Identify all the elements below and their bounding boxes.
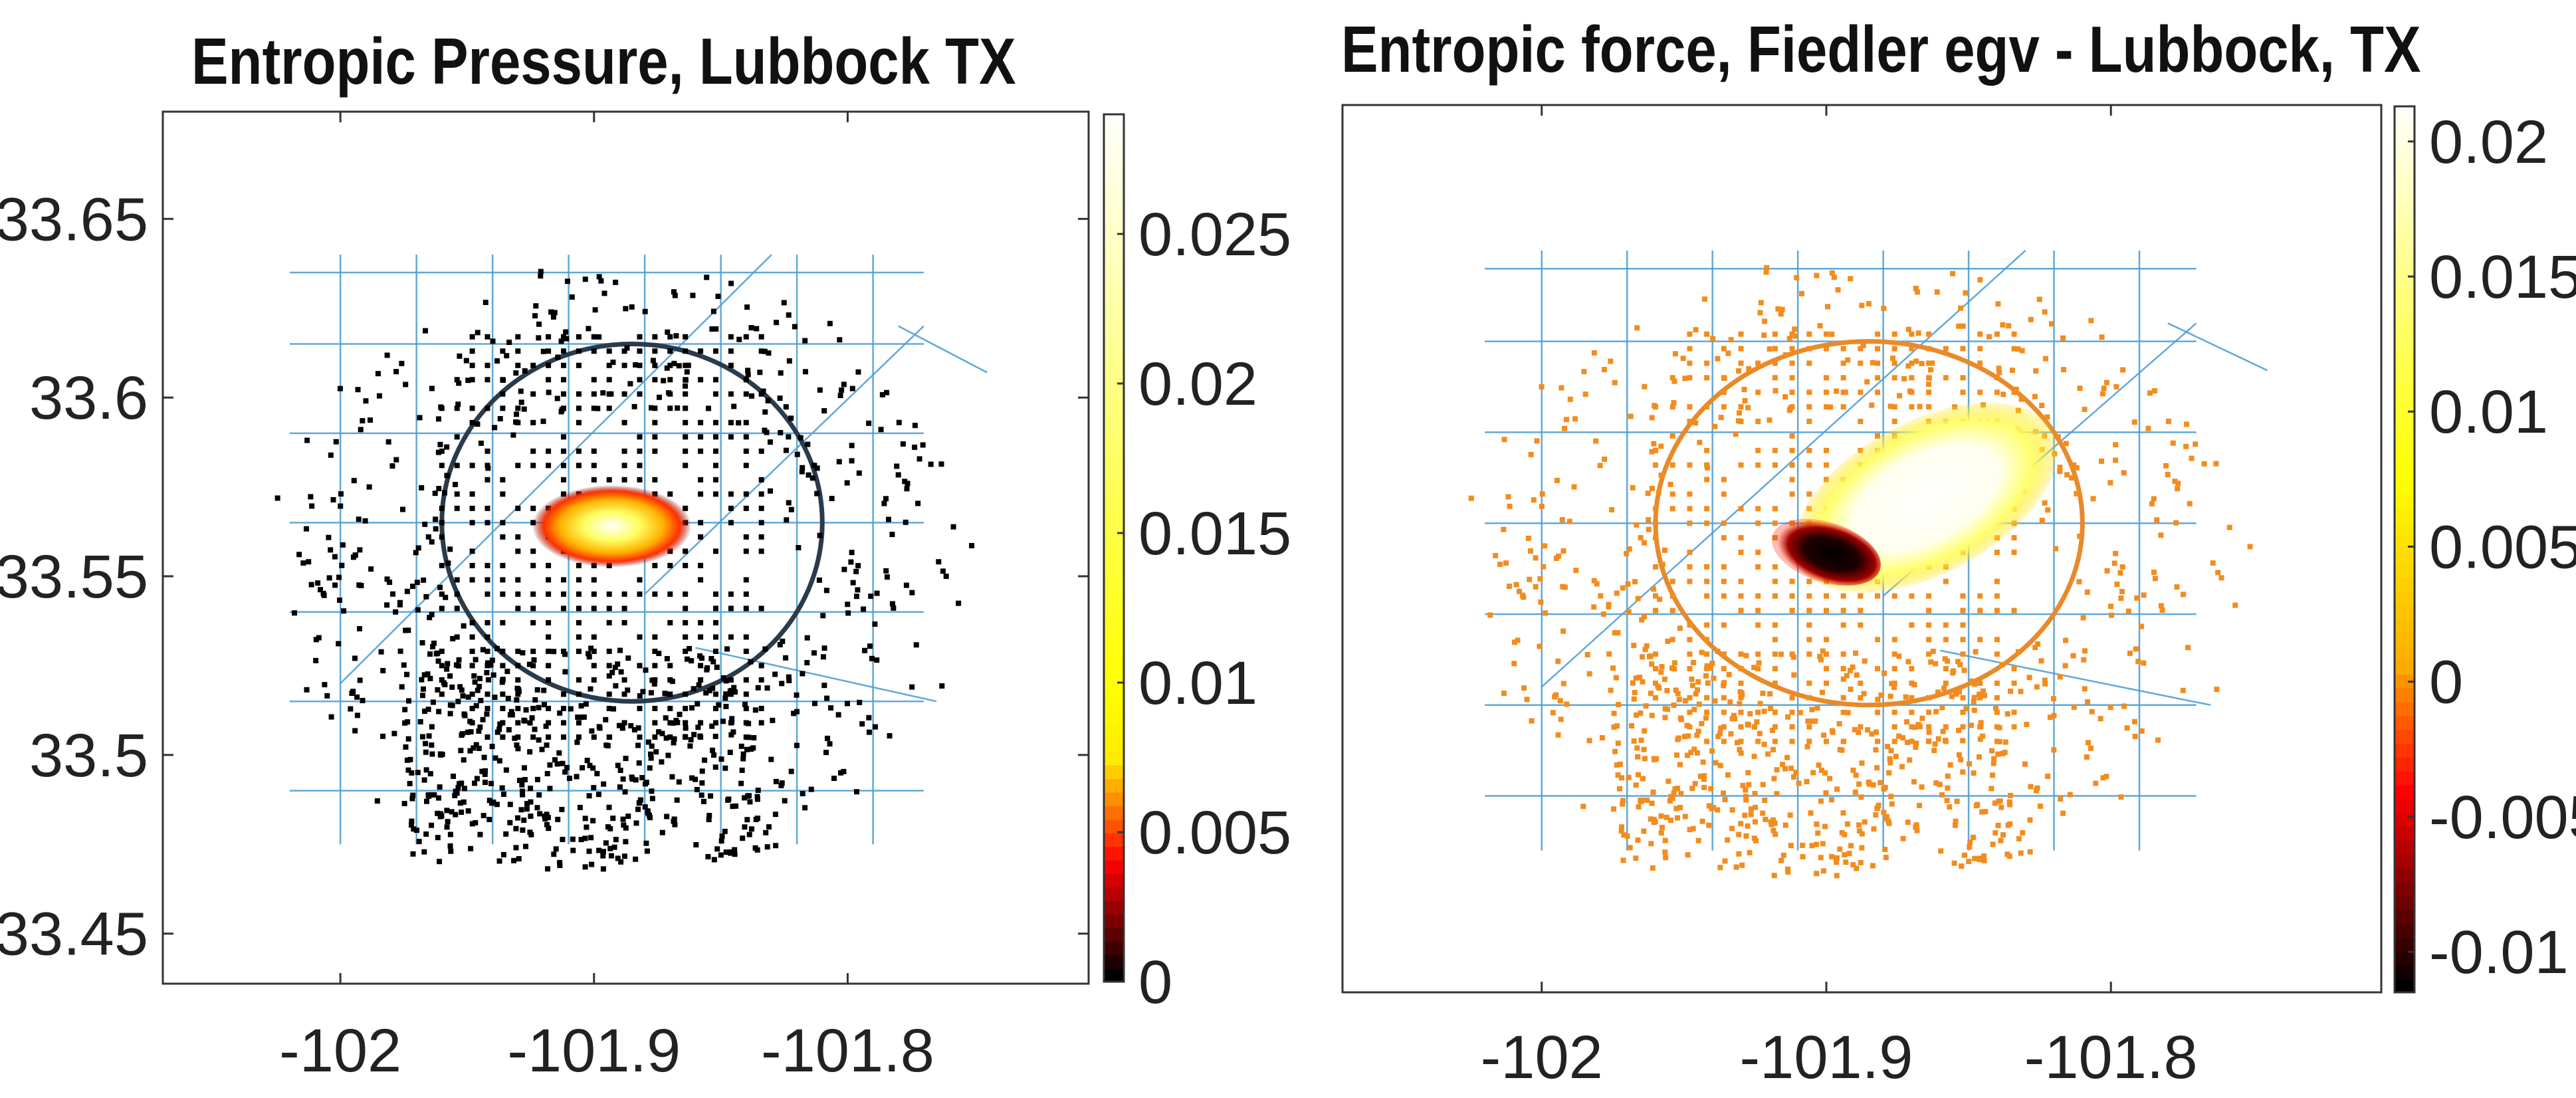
colorbar-tick-label: -0.01 — [2429, 919, 2569, 986]
colorbar-tick-label: 0.025 — [1138, 201, 1291, 269]
y-tick-label: 33.5 — [29, 722, 148, 790]
colorbar-tick-label: 0.02 — [2429, 108, 2548, 176]
y-tick-label: 33.55 — [0, 543, 148, 611]
colorbar-tick-label: 0.005 — [2429, 513, 2576, 581]
colorbar-tick-label: 0.005 — [1138, 799, 1291, 867]
colorbar-tick-label: 0 — [2429, 649, 2463, 716]
left-road-network — [274, 254, 988, 872]
colorbar-tick-label: 0.02 — [1138, 350, 1257, 418]
x-tick-label: -102 — [1481, 1024, 1603, 1091]
right-colorbar: -0.01 -0.005 0 0.005 0.01 0.015 0.02 — [2393, 105, 2576, 994]
pressure-hotspot — [532, 485, 692, 568]
colorbar-tick-label: -0.005 — [2429, 784, 2576, 851]
x-tick-label: -102 — [279, 1017, 401, 1085]
colorbar-tick-label: 0 — [1138, 948, 1172, 1016]
negative-force-region — [1771, 518, 1881, 586]
x-tick-label: -101.9 — [507, 1017, 681, 1085]
right-force-regions — [1771, 402, 2058, 594]
y-tick-label: 33.6 — [29, 364, 148, 432]
x-tick-label: -101.8 — [761, 1017, 934, 1085]
right-chart-title: Entropic force, Fiedler egv - Lubbock, T… — [1341, 13, 2421, 86]
x-tick-label: -101.8 — [2024, 1024, 2198, 1091]
left-y-axis: 33.45 33.5 33.55 33.6 33.65 — [0, 185, 1089, 968]
left-colorbar: 0 0.005 0.01 0.015 0.02 0.025 — [1103, 113, 1291, 1016]
x-tick-label: -101.9 — [1740, 1024, 1913, 1091]
colorbar-tick-label: 0.015 — [2429, 243, 2576, 311]
left-panel: -102 -101.9 -101.8 33.45 33.5 33.55 33.6 33.65… — [0, 110, 1291, 1085]
left-plot-frame — [161, 110, 1090, 985]
y-tick-label: 33.65 — [0, 185, 148, 253]
colorbar-tick-label: 0.015 — [1138, 500, 1291, 568]
y-tick-label: 33.45 — [0, 901, 148, 968]
colorbar-tick-label: 0.01 — [1138, 649, 1257, 717]
left-chart-title: Entropic Pressure, Lubbock TX — [191, 25, 1016, 98]
colorbar-tick-label: 0.01 — [2429, 378, 2548, 446]
left-hotspot — [532, 485, 692, 568]
right-x-axis: -102 -101.9 -101.8 — [1481, 105, 2198, 1091]
left-x-axis: -102 -101.9 -101.8 — [279, 112, 934, 1085]
right-panel: -102 -101.9 -101.8 -0.01 -0.005 0 0.005 0.01 0.… — [1341, 104, 2576, 1091]
right-plot-frame — [1341, 104, 2383, 994]
